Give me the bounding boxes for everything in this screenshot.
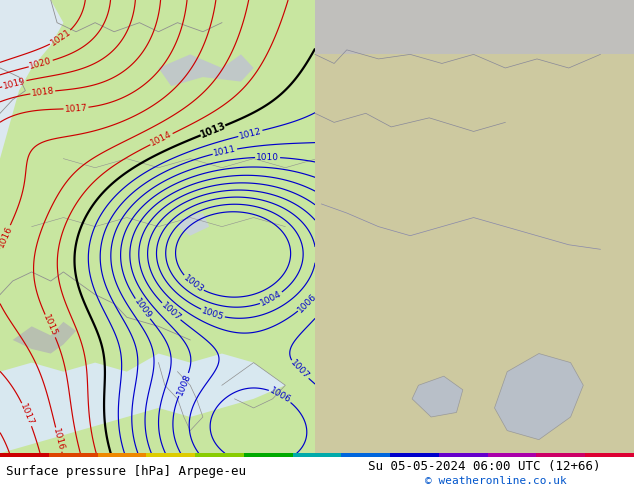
Bar — [315, 0, 634, 453]
Bar — [49, 453, 98, 457]
Bar — [390, 453, 439, 457]
Text: 1019: 1019 — [2, 76, 27, 91]
Bar — [293, 453, 341, 457]
Bar — [585, 453, 634, 457]
Bar — [315, 0, 634, 68]
Text: 1007: 1007 — [288, 358, 311, 381]
Polygon shape — [178, 213, 209, 236]
Bar — [146, 453, 195, 457]
Text: 1021: 1021 — [49, 28, 73, 48]
Text: 1005: 1005 — [200, 306, 225, 321]
Text: 1009: 1009 — [132, 297, 153, 321]
Text: 1007: 1007 — [160, 300, 183, 323]
Text: 1020: 1020 — [29, 56, 53, 71]
Polygon shape — [412, 376, 463, 417]
Bar — [315, 0, 634, 453]
Polygon shape — [380, 258, 412, 281]
Bar — [98, 453, 146, 457]
Bar — [0, 453, 49, 457]
Text: 1017: 1017 — [18, 402, 36, 427]
Text: Surface pressure [hPa] Arpege-eu: Surface pressure [hPa] Arpege-eu — [6, 465, 247, 478]
Text: 1012: 1012 — [238, 126, 262, 141]
Text: 1013: 1013 — [198, 121, 228, 140]
Polygon shape — [13, 322, 76, 354]
Polygon shape — [0, 0, 63, 159]
Text: © weatheronline.co.uk: © weatheronline.co.uk — [425, 476, 567, 486]
Text: 1016: 1016 — [51, 427, 66, 452]
Bar — [439, 453, 488, 457]
Bar — [244, 453, 293, 457]
Polygon shape — [158, 54, 254, 86]
Text: 1016: 1016 — [0, 224, 14, 249]
Text: Su 05-05-2024 06:00 UTC (12+66): Su 05-05-2024 06:00 UTC (12+66) — [368, 460, 600, 473]
Text: 1004: 1004 — [259, 290, 283, 308]
Text: 1006: 1006 — [296, 292, 318, 314]
Bar — [488, 453, 536, 457]
Text: 1014: 1014 — [149, 130, 174, 148]
Bar — [315, 0, 634, 54]
Text: 1017: 1017 — [64, 103, 87, 114]
Bar — [536, 453, 585, 457]
Bar — [341, 453, 390, 457]
Bar — [0, 0, 315, 453]
Text: 1003: 1003 — [181, 273, 205, 294]
Bar — [195, 453, 244, 457]
Text: 1011: 1011 — [212, 145, 237, 158]
Polygon shape — [412, 376, 463, 417]
Text: 1006: 1006 — [268, 386, 292, 405]
Text: 1010: 1010 — [256, 153, 279, 162]
Text: 1008: 1008 — [175, 372, 192, 397]
Polygon shape — [0, 354, 285, 453]
Text: 1015: 1015 — [41, 314, 59, 338]
Text: 1018: 1018 — [31, 86, 55, 98]
Polygon shape — [495, 354, 583, 440]
Polygon shape — [495, 354, 583, 440]
Polygon shape — [315, 0, 634, 46]
